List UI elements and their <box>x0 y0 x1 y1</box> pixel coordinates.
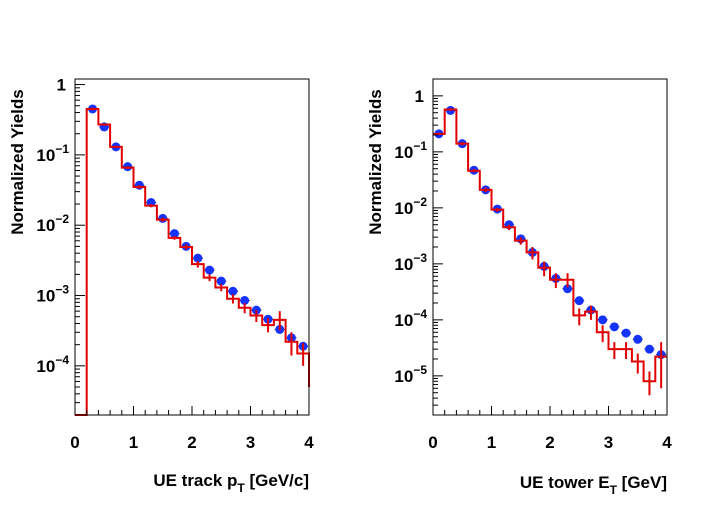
right-plot-marks <box>433 105 667 396</box>
left-blue-data-point <box>169 229 179 239</box>
left-x-tick-label: 1 <box>129 433 138 452</box>
left-y-tick-label: 1 <box>57 76 66 95</box>
left-x-tick-label: 3 <box>246 433 255 452</box>
right-x-axis-label: UE tower ET [GeV] <box>520 473 667 497</box>
left-red-histogram <box>75 107 310 416</box>
left-blue-data-point <box>228 286 238 296</box>
right-y-axis-label: Normalized Yields <box>366 89 385 235</box>
right-y-tick-label: 10−2 <box>394 195 427 218</box>
left-x-axis-label: UE track pT [GeV/c] <box>153 471 309 495</box>
left-x-tick-label: 2 <box>187 433 196 452</box>
left-y-tick-label: 10−3 <box>36 283 69 306</box>
right-y-tick-label: 1 <box>415 87 424 106</box>
left-axis-ticks: 0 1 2 3 4 1 10−1 10−2 10−3 10−4 <box>36 76 314 452</box>
right-x-tick-label: 2 <box>545 433 554 452</box>
right-blue-data-point <box>563 284 573 294</box>
right-y-tick-label: 10−4 <box>394 307 427 330</box>
left-x-tick-label: 4 <box>304 433 314 452</box>
left-y-tick-label: 10−1 <box>36 142 69 165</box>
right-blue-data-point <box>598 315 608 325</box>
right-y-tick-label: 10−3 <box>394 251 427 274</box>
left-blue-data-point <box>193 253 203 263</box>
left-y-tick-label: 10−2 <box>36 212 69 235</box>
right-panel-tower-et: 0 1 2 3 4 1 10−1 10−2 10−3 10−4 10−5 Normalized Yi… <box>366 78 672 497</box>
right-x-tick-label: 4 <box>662 433 672 452</box>
right-x-tick-label: 0 <box>428 433 437 452</box>
left-panel-track-pt: 0 1 2 3 4 1 10−1 10−2 10−3 10−4 Normalized Yields… <box>8 76 314 495</box>
right-blue-data-point <box>621 328 631 338</box>
left-x-tick-label: 0 <box>70 433 79 452</box>
left-y-tick-label: 10−4 <box>36 353 69 376</box>
right-axis-ticks: 0 1 2 3 4 1 10−1 10−2 10−3 10−4 10−5 <box>394 78 672 452</box>
left-plot-marks <box>75 104 310 416</box>
right-blue-data-point <box>574 296 584 306</box>
left-blue-data-point <box>205 265 215 275</box>
right-x-tick-label: 3 <box>604 433 613 452</box>
left-blue-data-point <box>216 276 226 286</box>
right-blue-data-point <box>609 322 619 332</box>
right-x-tick-label: 1 <box>487 433 496 452</box>
left-blue-data-point <box>240 295 250 305</box>
right-y-tick-label: 10−1 <box>394 139 427 162</box>
right-blue-data-point <box>644 344 654 354</box>
left-y-axis-label: Normalized Yields <box>8 89 27 235</box>
right-blue-data-point <box>633 334 643 344</box>
right-y-tick-label: 10−5 <box>394 363 427 386</box>
